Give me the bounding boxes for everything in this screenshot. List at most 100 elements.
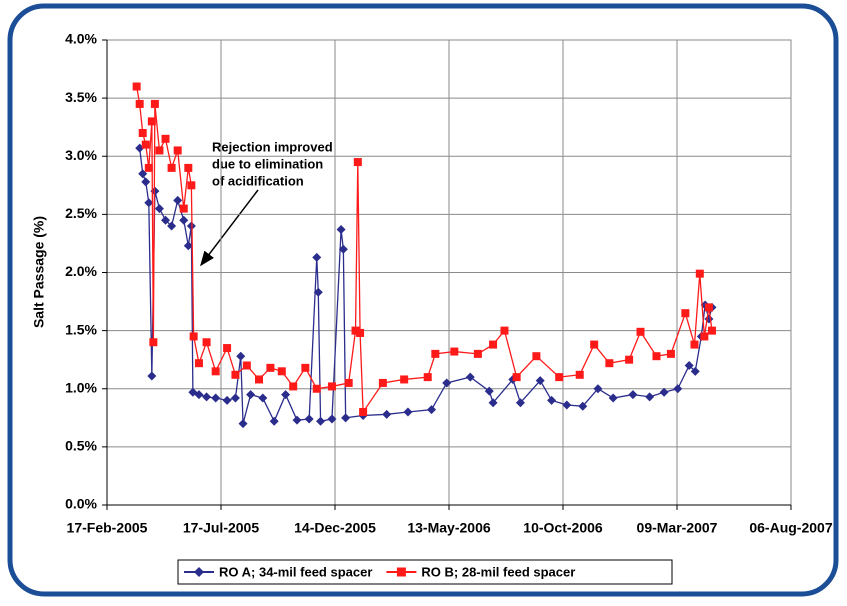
point <box>141 140 150 149</box>
legend-marker <box>194 567 204 577</box>
point <box>312 384 321 393</box>
point <box>194 359 203 368</box>
point <box>167 221 177 231</box>
point <box>236 351 246 361</box>
point <box>155 146 164 155</box>
point <box>289 382 298 391</box>
point <box>427 405 437 415</box>
point <box>578 401 588 411</box>
point <box>353 158 362 167</box>
point <box>465 372 475 382</box>
point <box>608 393 618 403</box>
point <box>535 376 545 386</box>
x-tick-label: 17-Feb-2005 <box>67 520 148 536</box>
y-tick-label: 1.0% <box>65 379 97 395</box>
point <box>313 287 323 297</box>
y-tick-label: 1.5% <box>65 321 97 337</box>
point <box>382 409 392 419</box>
point <box>356 328 365 337</box>
point <box>625 355 634 364</box>
point <box>222 395 232 405</box>
point <box>359 408 368 416</box>
x-tick-label: 13-May-2006 <box>407 520 490 536</box>
point <box>450 347 459 356</box>
point <box>532 352 541 361</box>
y-tick-label: 0.0% <box>65 496 97 512</box>
point <box>500 326 509 335</box>
x-tick-label: 17-Jul-2005 <box>183 520 259 536</box>
point <box>593 384 603 394</box>
annotation: of acidification <box>212 173 304 188</box>
point <box>138 129 147 137</box>
y-tick-label: 4.0% <box>65 31 97 47</box>
point <box>179 204 188 213</box>
point <box>242 361 251 370</box>
point <box>700 332 709 341</box>
point <box>144 163 153 172</box>
point <box>211 393 221 403</box>
point <box>179 215 189 225</box>
point <box>154 204 164 214</box>
legend-label: RO B; 28-mil feed spacer <box>421 564 575 579</box>
point <box>690 366 700 376</box>
point <box>488 398 498 408</box>
y-axis-label: Salt Passage (%) <box>31 216 47 328</box>
point <box>135 99 144 108</box>
point <box>150 99 159 108</box>
point <box>316 416 326 426</box>
x-tick-label: 06-Aug-2007 <box>749 520 832 536</box>
point <box>231 370 240 379</box>
point <box>652 352 661 361</box>
point <box>277 367 286 376</box>
point <box>258 393 268 403</box>
point <box>327 414 337 424</box>
point <box>194 390 204 400</box>
point <box>628 390 638 400</box>
point <box>605 359 614 368</box>
point <box>515 398 525 408</box>
legend-label: RO A; 34-mil feed spacer <box>219 564 372 579</box>
point <box>211 367 220 376</box>
point <box>489 340 498 349</box>
point <box>512 373 521 382</box>
point <box>187 181 196 190</box>
point <box>312 252 322 262</box>
x-tick-label: 10-Oct-2006 <box>523 520 603 536</box>
point <box>666 349 675 358</box>
point <box>167 163 176 172</box>
point <box>147 371 157 381</box>
point <box>484 386 494 396</box>
point <box>351 326 360 335</box>
point <box>707 326 716 335</box>
y-tick-label: 2.0% <box>65 263 97 279</box>
annotation: due to elimination <box>212 156 323 171</box>
series-line <box>135 86 713 414</box>
x-tick-label: 09-Mar-2007 <box>637 520 718 536</box>
data-layer: 0.0% 0.5% 1.0% 1.5% 2.0% 2.5% 3.0% 3.5% 4.0% 17-F… <box>65 31 833 580</box>
point <box>336 224 346 234</box>
point <box>246 390 256 400</box>
point <box>673 384 683 394</box>
point <box>547 395 557 405</box>
point <box>183 241 193 251</box>
point <box>161 215 171 225</box>
point <box>189 332 198 341</box>
point <box>202 338 211 347</box>
legend-box <box>177 559 673 585</box>
point <box>590 340 599 349</box>
point <box>659 387 669 397</box>
point <box>144 198 154 208</box>
point <box>266 363 275 372</box>
point <box>327 382 336 391</box>
point <box>423 373 432 382</box>
point <box>341 413 351 423</box>
point <box>132 82 141 91</box>
x-tick-label: 14-Dec-2005 <box>294 520 376 536</box>
y-tick-label: 3.0% <box>65 147 97 163</box>
annotation-arrow <box>200 189 259 267</box>
point <box>281 390 291 400</box>
y-tick-label: 0.5% <box>65 438 97 454</box>
point <box>338 244 348 254</box>
point <box>442 378 452 388</box>
